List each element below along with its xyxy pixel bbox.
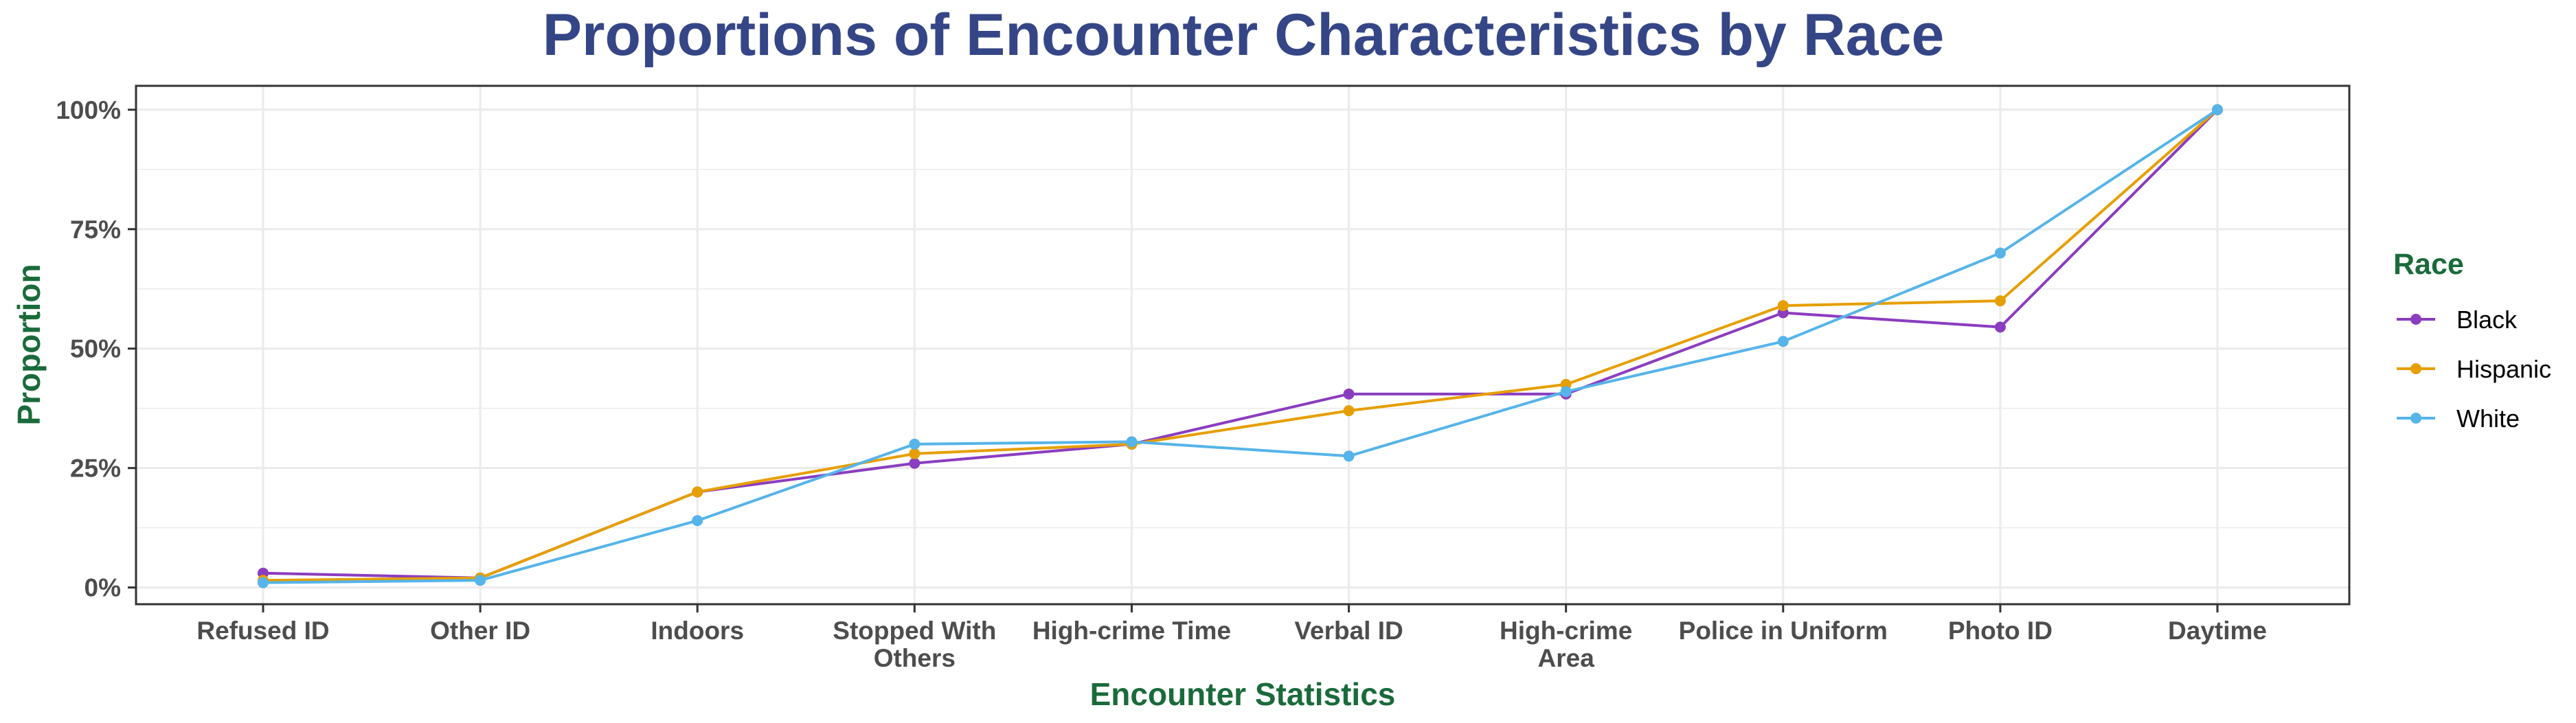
y-tick-label: 25% bbox=[70, 455, 121, 483]
chart-title: Proportions of Encounter Characteristics… bbox=[543, 2, 1945, 68]
x-tick-label: Stopped With Others bbox=[833, 617, 996, 672]
legend-title: Race bbox=[2393, 248, 2464, 281]
y-axis-title: Proportion bbox=[11, 264, 47, 425]
x-tick-label-line: High-crime bbox=[1500, 617, 1632, 645]
series-black bbox=[258, 104, 2223, 584]
data-point bbox=[1343, 388, 1355, 400]
grid-lines bbox=[136, 86, 2349, 604]
x-tick-label: Photo ID bbox=[1948, 617, 2053, 645]
legend-item-white: White bbox=[2397, 404, 2520, 433]
data-point bbox=[1343, 450, 1355, 462]
legend-key-point bbox=[2410, 314, 2421, 325]
data-point bbox=[475, 575, 486, 586]
y-tick-label: 50% bbox=[70, 335, 121, 363]
data-point bbox=[909, 457, 920, 469]
y-tick-label: 75% bbox=[70, 216, 121, 244]
x-tick-label: Refused ID bbox=[196, 617, 329, 645]
y-tick-label: 0% bbox=[84, 574, 121, 602]
x-tick-label-line: High-crime Time bbox=[1032, 617, 1231, 645]
series-lines bbox=[258, 104, 2223, 588]
data-point bbox=[692, 486, 703, 498]
data-point bbox=[2212, 104, 2223, 115]
x-axis-ticks: Refused ID Other ID Indoors Stopped With Oth… bbox=[196, 604, 2267, 672]
x-tick-label-line: Verbal ID bbox=[1294, 617, 1403, 645]
legend-key-point bbox=[2410, 413, 2421, 424]
x-tick-label-line: Daytime bbox=[2168, 617, 2267, 645]
data-point bbox=[909, 448, 920, 459]
x-tick-label-line: Stopped With bbox=[833, 617, 996, 645]
y-tick-label: 100% bbox=[56, 96, 121, 124]
series-white bbox=[258, 104, 2223, 588]
x-tick-label: Daytime bbox=[2168, 617, 2267, 645]
x-tick-label-line: Indoors bbox=[651, 617, 744, 645]
panel-border bbox=[135, 84, 2351, 606]
x-tick-label-line: Area bbox=[1538, 644, 1595, 672]
x-tick-label: Other ID bbox=[430, 617, 530, 645]
data-point bbox=[1994, 295, 2006, 307]
data-point bbox=[1560, 386, 1572, 398]
x-axis-title: Encounter Statistics bbox=[1090, 676, 1396, 712]
x-tick-label-line: Photo ID bbox=[1948, 617, 2053, 645]
x-tick-label: High-crime Time bbox=[1032, 617, 1231, 645]
x-tick-label-line: Others bbox=[874, 644, 956, 672]
series-line bbox=[262, 108, 2219, 582]
x-tick-label: Verbal ID bbox=[1294, 617, 1403, 645]
x-tick-label-line: Police in Uniform bbox=[1679, 617, 1888, 645]
legend-item-black: Black bbox=[2397, 306, 2518, 334]
series-line bbox=[262, 108, 2219, 579]
x-tick-label: Indoors bbox=[651, 617, 744, 645]
legend-items: Black Hispanic White bbox=[2397, 306, 2551, 433]
x-tick-label: Police in Uniform bbox=[1679, 617, 1888, 645]
data-point bbox=[1343, 405, 1355, 417]
legend-label: White bbox=[2456, 404, 2520, 433]
data-point bbox=[258, 577, 269, 588]
y-axis-ticks: 0% 25% 50% 75% 100% bbox=[56, 96, 136, 602]
x-tick-label-line: Other ID bbox=[430, 617, 530, 645]
data-point bbox=[1777, 336, 1789, 347]
series-hispanic bbox=[258, 104, 2223, 586]
data-point bbox=[692, 515, 703, 527]
data-point bbox=[1777, 300, 1789, 312]
series-line bbox=[262, 108, 2219, 584]
data-point bbox=[909, 438, 920, 450]
legend: Race Black Hispanic White bbox=[2393, 248, 2551, 433]
data-point bbox=[1994, 321, 2006, 333]
x-tick-label: High-crime Area bbox=[1500, 617, 1632, 672]
x-tick-label-line: Refused ID bbox=[196, 617, 329, 645]
data-point bbox=[1994, 247, 2006, 259]
legend-item-hispanic: Hispanic bbox=[2397, 355, 2551, 383]
data-point bbox=[1126, 436, 1138, 448]
legend-label: Hispanic bbox=[2456, 355, 2551, 383]
legend-label: Black bbox=[2456, 306, 2518, 334]
legend-key-point bbox=[2410, 363, 2421, 374]
